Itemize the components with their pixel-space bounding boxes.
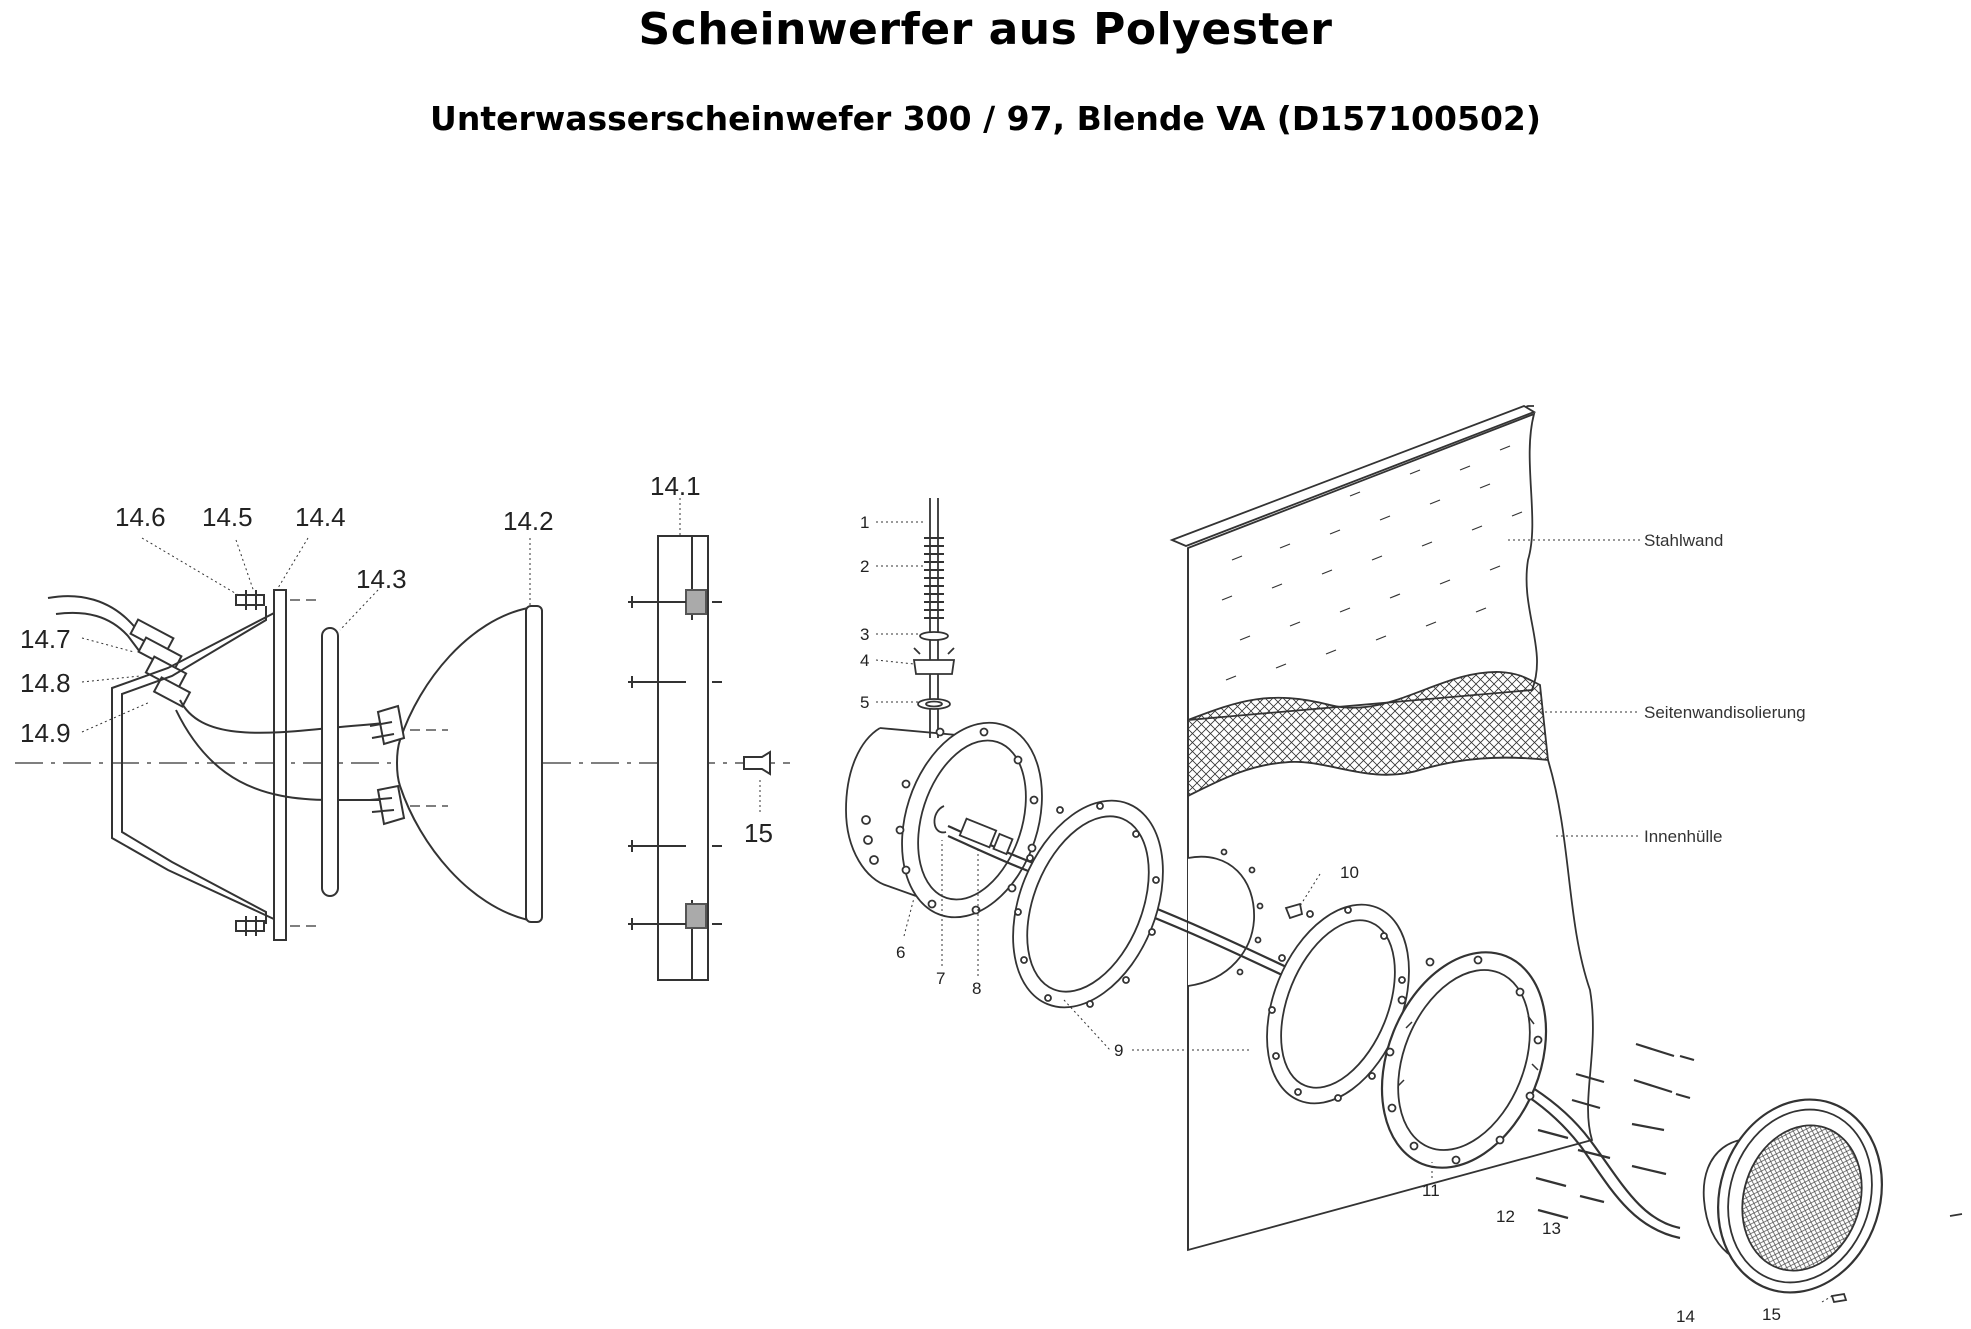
callout-14-8: 14.8: [20, 668, 71, 698]
callout-5: 5: [860, 693, 869, 712]
callout-6: 6: [896, 943, 905, 962]
par-lamp: [396, 607, 529, 921]
callout-2: 2: [860, 557, 869, 576]
callout-12: 12: [1496, 1207, 1515, 1226]
cable-loop: [933, 805, 947, 834]
label-seitenwandisolierung: Seitenwandisolierung: [1644, 703, 1806, 722]
bottom-screw: [235, 916, 320, 936]
screw-10: [1284, 902, 1304, 920]
gasket-9b: [1266, 903, 1410, 1105]
top-screw: [235, 590, 320, 610]
internal-wire: [179, 699, 393, 734]
callout-10: 10: [1340, 863, 1359, 882]
niche-housing: [111, 598, 277, 932]
cable: [47, 595, 151, 645]
callout-14-1: 14.1: [650, 471, 701, 501]
right-assembly: [845, 405, 1963, 1304]
conduit-tube: [912, 498, 956, 738]
left-assembly: [15, 498, 790, 981]
callout-7: 7: [936, 969, 945, 988]
steel-wall: [1187, 412, 1538, 721]
callout-11: 11: [1422, 1181, 1440, 1200]
callout-15-right: 15: [1762, 1305, 1781, 1324]
wall-top-rail: [1169, 405, 1537, 547]
steel-wall-texture: [1221, 445, 1523, 681]
callout-14-2: 14.2: [503, 506, 554, 536]
callout-9: 9: [1114, 1041, 1123, 1060]
seal-ring: [321, 627, 339, 897]
page-subtitle: Unterwasserscheinwefer 300 / 97, Blende …: [430, 99, 1541, 138]
callout-8: 8: [972, 979, 981, 998]
clamp-ring-11: [1380, 951, 1548, 1169]
callout-14-9: 14.9: [20, 718, 71, 748]
housing-flange: [273, 589, 287, 941]
screws-12-13: [1535, 1042, 1695, 1220]
screw-15-right: [1830, 1213, 1963, 1304]
callout-13: 13: [1542, 1219, 1561, 1238]
callout-14-5: 14.5: [202, 502, 253, 532]
callout-14-4: 14.4: [295, 502, 346, 532]
callout-14-3: 14.3: [356, 564, 407, 594]
label-innenhuelle: Innenhülle: [1644, 827, 1722, 846]
callout-3: 3: [860, 625, 869, 644]
cable-gland-8: [958, 817, 1014, 856]
spring: [924, 537, 944, 619]
cable-gland: [129, 618, 192, 708]
callout-14-6: 14.6: [115, 502, 166, 532]
lamp-terminal-bottom: [369, 784, 448, 826]
callout-4: 4: [860, 651, 869, 670]
callout-1: 1: [860, 513, 869, 532]
label-stahlwand: Stahlwand: [1644, 531, 1723, 550]
screw-15: [743, 750, 771, 776]
callout-14-7: 14.7: [20, 624, 71, 654]
lamp-terminal-top: [369, 704, 448, 746]
lamp-14: [1702, 1098, 1883, 1294]
pool-wall: [1169, 405, 1594, 1252]
page-title: Scheinwerfer aus Polyester: [638, 4, 1333, 55]
gasket-9a: [1012, 799, 1164, 1009]
faceplate-screws: [628, 596, 722, 930]
callout-14: 14: [1676, 1307, 1695, 1326]
callout-15-left: 15: [744, 818, 773, 848]
